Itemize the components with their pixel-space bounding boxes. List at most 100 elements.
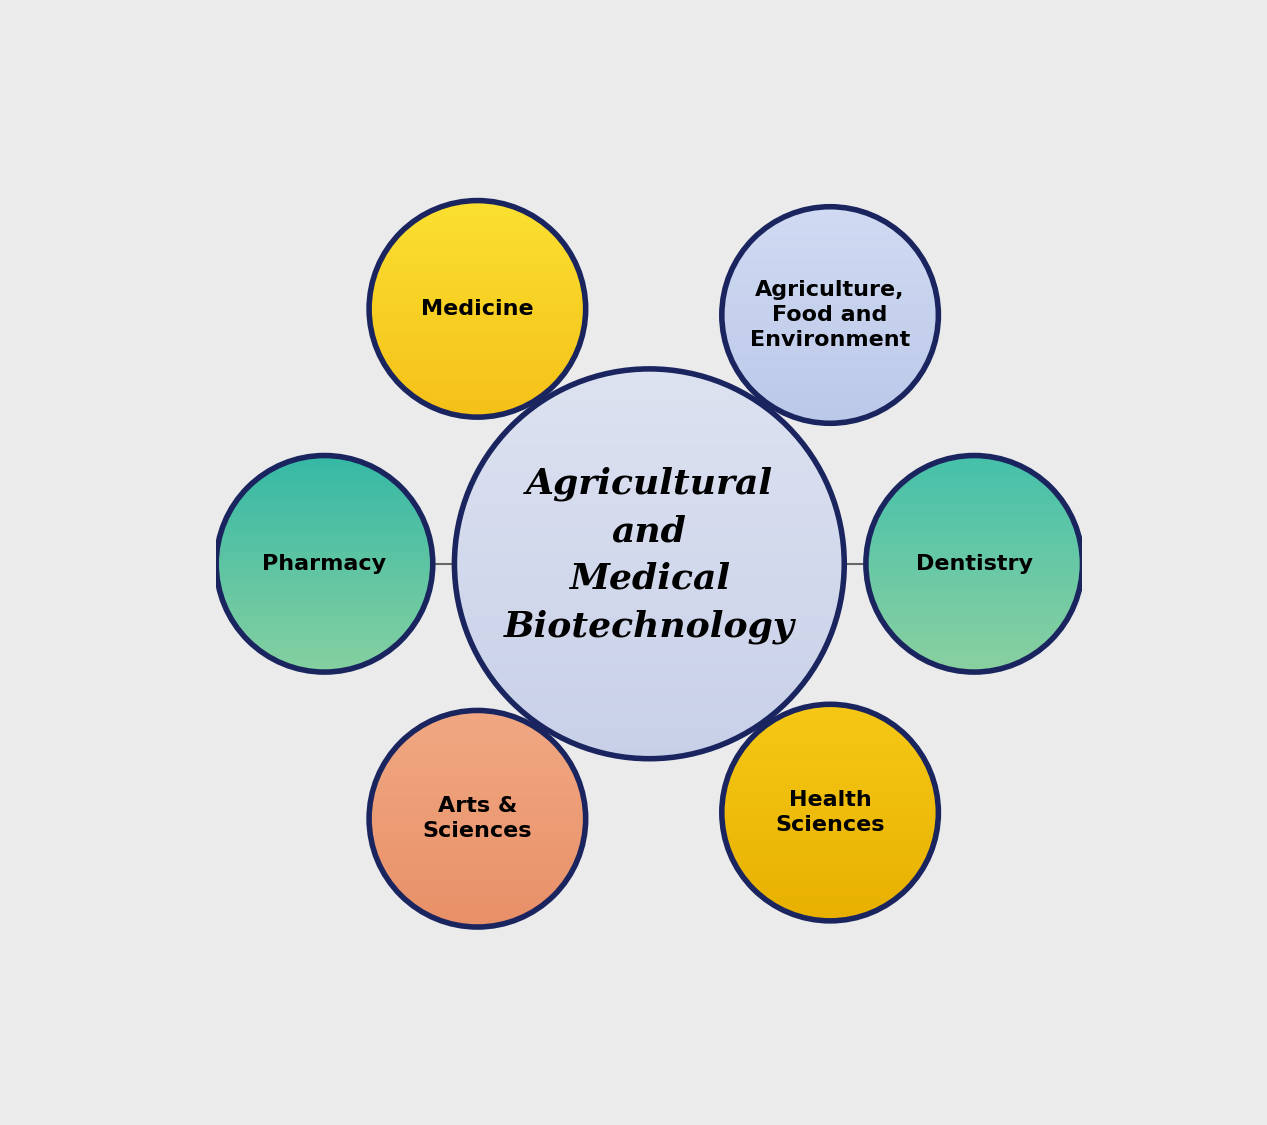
Text: Arts &
Sciences: Arts & Sciences	[423, 796, 532, 842]
Bar	[465, 502, 834, 503]
Bar	[456, 587, 843, 588]
Bar	[481, 663, 817, 664]
Bar	[582, 746, 717, 747]
Bar	[488, 453, 811, 454]
Bar	[504, 432, 794, 434]
Bar	[455, 562, 844, 564]
Bar	[470, 640, 829, 641]
Bar	[469, 488, 830, 489]
Bar	[545, 728, 754, 729]
Bar	[478, 656, 821, 657]
Bar	[566, 739, 732, 740]
Bar	[483, 665, 816, 666]
Bar	[461, 615, 837, 618]
Bar	[516, 421, 783, 422]
Bar	[588, 378, 711, 379]
Bar	[492, 448, 807, 450]
Bar	[503, 692, 796, 694]
Bar	[457, 595, 841, 596]
Bar	[474, 647, 825, 648]
Bar	[455, 548, 844, 549]
Bar	[574, 744, 725, 745]
Bar	[455, 583, 844, 585]
Bar	[479, 469, 820, 470]
Bar	[480, 660, 818, 662]
Bar	[455, 582, 844, 583]
Bar	[511, 426, 788, 428]
Bar	[485, 668, 813, 669]
Bar	[479, 658, 820, 660]
Bar	[503, 434, 796, 435]
Bar	[456, 591, 843, 593]
Bar	[507, 696, 792, 698]
Bar	[527, 714, 772, 716]
Bar	[462, 506, 836, 507]
Bar	[455, 576, 844, 577]
Bar	[455, 549, 844, 551]
Bar	[457, 529, 841, 530]
Bar	[471, 485, 827, 486]
Bar	[466, 631, 832, 632]
Bar	[502, 690, 797, 691]
Bar	[468, 494, 831, 495]
Bar	[464, 623, 835, 624]
Bar	[571, 385, 727, 386]
Bar	[593, 377, 706, 378]
Bar	[537, 404, 761, 405]
Bar	[455, 573, 844, 574]
Bar	[521, 710, 778, 711]
Bar	[508, 429, 791, 430]
Bar	[457, 532, 841, 534]
Bar	[495, 443, 803, 444]
Bar	[461, 512, 837, 513]
Bar	[457, 531, 841, 532]
Bar	[460, 519, 839, 520]
Bar	[530, 410, 769, 411]
Bar	[495, 444, 803, 446]
Bar	[522, 711, 777, 712]
Bar	[459, 602, 840, 603]
Bar	[607, 754, 692, 755]
Bar	[478, 471, 821, 472]
Bar	[519, 418, 779, 420]
Bar	[519, 708, 779, 710]
Bar	[455, 561, 844, 562]
Bar	[532, 719, 767, 720]
Bar	[597, 376, 702, 377]
Bar	[523, 414, 775, 415]
Bar	[485, 457, 813, 459]
Bar	[614, 371, 684, 372]
Bar	[607, 372, 692, 375]
Bar	[535, 405, 764, 406]
Bar	[489, 674, 810, 675]
Text: Pharmacy: Pharmacy	[262, 554, 386, 574]
Bar	[459, 523, 840, 524]
Bar	[455, 564, 844, 565]
Bar	[460, 611, 839, 612]
Bar	[485, 459, 813, 460]
Bar	[555, 734, 744, 736]
Bar	[475, 649, 824, 651]
Bar	[506, 431, 793, 432]
Bar	[563, 738, 736, 739]
Bar	[502, 691, 797, 692]
Bar	[455, 572, 844, 573]
Bar	[488, 672, 811, 673]
Bar	[492, 678, 807, 680]
Bar	[464, 503, 835, 504]
Bar	[497, 685, 802, 686]
Bar	[549, 396, 750, 397]
Bar	[551, 395, 748, 396]
Bar	[483, 664, 816, 665]
Bar	[459, 524, 840, 526]
Bar	[455, 551, 844, 552]
Bar	[474, 478, 825, 479]
Bar	[455, 547, 844, 548]
Bar	[517, 420, 782, 421]
Bar	[474, 479, 825, 480]
Bar	[465, 498, 834, 501]
Bar	[514, 704, 784, 705]
Bar	[456, 534, 843, 536]
Bar	[511, 700, 788, 702]
Bar	[538, 723, 760, 724]
